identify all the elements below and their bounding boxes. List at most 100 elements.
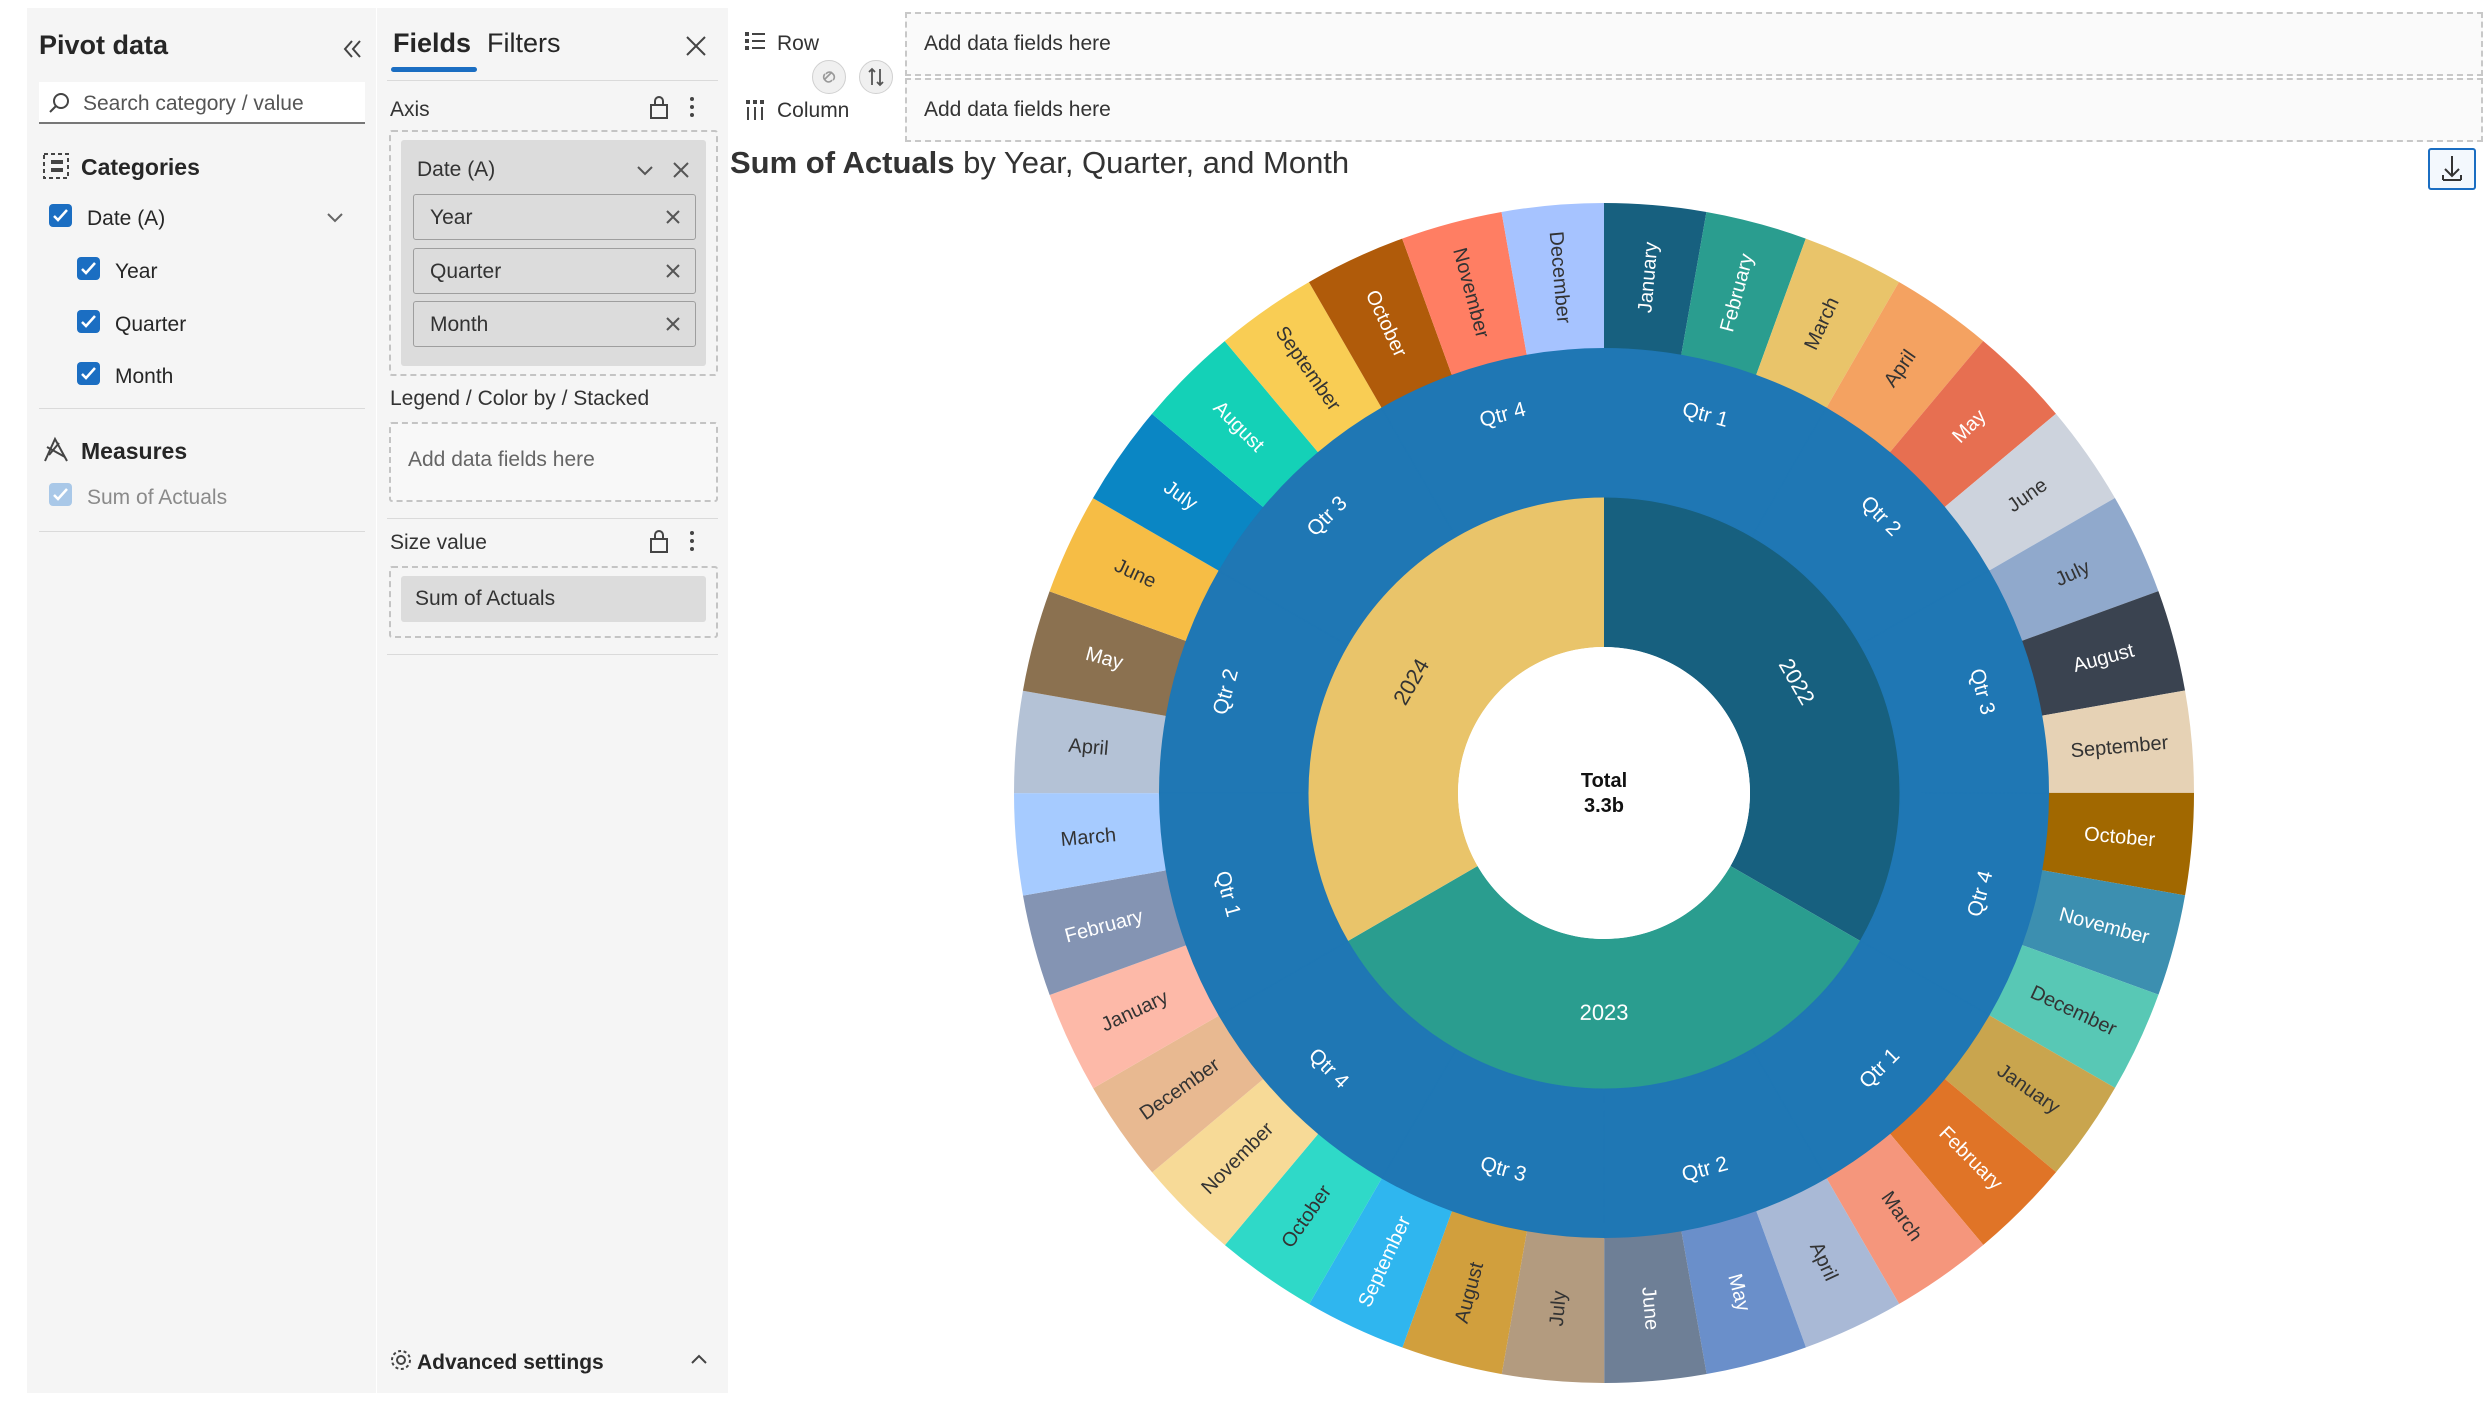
legend-label: Legend / Color by / Stacked — [390, 387, 650, 410]
category-label-month: Month — [115, 365, 174, 388]
row-drop-zone[interactable]: Add data fields here — [905, 12, 2483, 76]
measures-icon — [41, 435, 71, 470]
remove-icon[interactable] — [671, 160, 691, 185]
month-segment-december[interactable] — [1989, 945, 2159, 1088]
search-input[interactable] — [81, 88, 360, 120]
year-segment-2023[interactable] — [1347, 865, 1861, 1090]
month-segment-april[interactable] — [1756, 1178, 1900, 1348]
chevron-up-icon[interactable] — [687, 1348, 711, 1377]
legend-drop-zone[interactable]: Add data fields here — [389, 422, 718, 502]
checkbox-date[interactable] — [49, 204, 72, 227]
lock-icon[interactable] — [647, 528, 671, 559]
row-icon — [744, 30, 766, 57]
month-segment-february[interactable] — [1890, 1078, 2057, 1245]
link-button[interactable] — [812, 60, 846, 94]
export-button[interactable] — [2428, 148, 2476, 190]
axis-field-year[interactable]: Year — [413, 194, 696, 240]
chart-title-measure: Sum of Actuals — [730, 145, 955, 180]
remove-icon[interactable] — [664, 208, 682, 231]
axis-field-quarter[interactable]: Quarter — [413, 248, 696, 294]
month-segment-january[interactable] — [1604, 203, 1707, 355]
month-segment-june[interactable] — [1604, 1231, 1707, 1383]
active-tab-indicator — [391, 67, 477, 72]
swap-icon — [868, 67, 884, 87]
size-value-label: Size value — [390, 531, 487, 554]
month-ring — [1014, 203, 2194, 1383]
quarter-segment[interactable] — [1380, 347, 1605, 538]
fields-panel: Fields Filters Axis Date (A) Year Quarte… — [377, 8, 728, 1393]
month-segment-may[interactable] — [1890, 341, 2056, 507]
month-segment-april[interactable] — [1014, 690, 1166, 794]
axis-drop-zone[interactable] — [389, 130, 718, 376]
month-segment-august[interactable] — [1151, 341, 1318, 508]
chevron-down-icon[interactable] — [633, 158, 657, 187]
month-segment-april[interactable] — [1826, 282, 1984, 453]
month-segment-march[interactable] — [1756, 238, 1899, 408]
month-segment-october[interactable] — [1224, 1133, 1382, 1305]
year-segment-2024[interactable] — [1308, 497, 1604, 942]
month-segment-november[interactable] — [1402, 211, 1527, 375]
month-segment-october[interactable] — [2042, 792, 2194, 896]
chevron-down-icon[interactable] — [323, 205, 347, 234]
month-segment-november[interactable] — [2022, 870, 2186, 995]
checkbox-month[interactable] — [77, 362, 100, 385]
month-segment-october[interactable] — [1308, 238, 1452, 408]
size-field-label: Sum of Actuals — [415, 587, 556, 610]
month-segment-december[interactable] — [1093, 1015, 1264, 1173]
measure-label-sum-of-actuals: Sum of Actuals — [87, 486, 228, 509]
month-segment-may[interactable] — [1681, 1211, 1806, 1375]
chart-title-rest: by Year, Quarter, and Month — [954, 145, 1350, 180]
pivot-panel-title: Pivot data — [39, 30, 169, 60]
column-placeholder: Add data fields here — [924, 98, 1111, 121]
month-segment-december[interactable] — [1501, 203, 1604, 355]
checkbox-year[interactable] — [77, 257, 100, 280]
center-value: 3.3b — [1584, 795, 1624, 817]
month-segment-march[interactable] — [1014, 793, 1166, 896]
column-drop-zone[interactable]: Add data fields here — [905, 78, 2483, 142]
collapse-panel-icon[interactable] — [337, 34, 367, 64]
download-icon — [2442, 156, 2462, 181]
tab-fields[interactable]: Fields — [393, 28, 472, 58]
divider — [387, 518, 718, 519]
center-label: Total — [1581, 770, 1627, 792]
month-segment-september[interactable] — [2042, 690, 2194, 793]
axis-label: Axis — [390, 98, 430, 121]
lock-icon[interactable] — [647, 94, 671, 125]
remove-icon[interactable] — [664, 262, 682, 285]
month-segment-july[interactable] — [1092, 413, 1264, 571]
month-segment-february[interactable] — [1681, 211, 1806, 375]
pivot-data-panel: Pivot data Categories Date (A) Year Quar… — [27, 8, 376, 1393]
month-segment-june[interactable] — [1049, 498, 1219, 641]
month-segment-november[interactable] — [1152, 1079, 1319, 1246]
checkbox-sum-of-actuals[interactable] — [49, 483, 72, 506]
month-segment-january[interactable] — [1049, 945, 1219, 1089]
month-segment-march[interactable] — [1826, 1133, 1984, 1304]
remove-icon[interactable] — [664, 315, 682, 338]
month-segment-july[interactable] — [1989, 497, 2159, 641]
axis-field-label: Quarter — [430, 260, 502, 283]
month-segment-september[interactable] — [1224, 282, 1382, 453]
close-icon[interactable] — [682, 32, 710, 65]
axis-field-month[interactable]: Month — [413, 301, 696, 347]
more-options-icon[interactable] — [687, 94, 697, 125]
month-segment-june[interactable] — [1944, 413, 2115, 571]
month-segment-july[interactable] — [1501, 1231, 1605, 1383]
more-options-icon[interactable] — [687, 528, 697, 559]
month-segment-february[interactable] — [1022, 870, 1186, 996]
swap-button[interactable] — [859, 60, 893, 94]
tab-filters[interactable]: Filters — [487, 28, 561, 58]
year-segment-2022[interactable] — [1604, 497, 1900, 941]
checkbox-quarter[interactable] — [77, 310, 100, 333]
size-drop-zone[interactable] — [389, 566, 718, 638]
month-segment-september[interactable] — [1309, 1178, 1452, 1348]
month-segment-may[interactable] — [1022, 591, 1186, 716]
size-field-chip[interactable]: Sum of Actuals — [401, 576, 706, 622]
month-segment-august[interactable] — [1402, 1211, 1527, 1375]
chart-title: Sum of Actuals by Year, Quarter, and Mon… — [730, 145, 1349, 181]
category-label-date: Date (A) — [87, 207, 166, 230]
month-label: March — [1060, 824, 1117, 851]
year-ring — [1308, 497, 1900, 1090]
advanced-settings-label[interactable]: Advanced settings — [417, 1351, 604, 1374]
month-segment-august[interactable] — [2022, 591, 2186, 716]
month-segment-january[interactable] — [1944, 1015, 2116, 1173]
